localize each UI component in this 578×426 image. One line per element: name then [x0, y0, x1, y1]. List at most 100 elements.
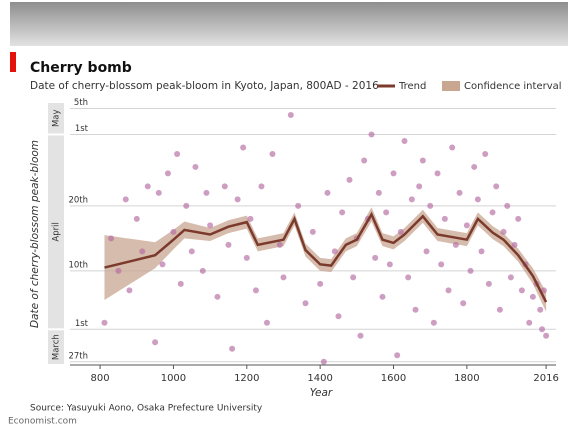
- point: [229, 345, 236, 352]
- point: [295, 202, 302, 209]
- point: [430, 319, 437, 326]
- point: [225, 241, 232, 248]
- point: [192, 163, 199, 170]
- point: [526, 319, 533, 326]
- point: [463, 222, 470, 229]
- legend-label: Trend: [398, 81, 426, 92]
- y-tick-label: 27th: [68, 351, 88, 361]
- point: [423, 248, 430, 255]
- point: [372, 254, 379, 261]
- point: [263, 319, 270, 326]
- point: [504, 202, 511, 209]
- point: [155, 189, 162, 196]
- point: [383, 209, 390, 216]
- point: [339, 209, 346, 216]
- month-label: April: [52, 222, 62, 241]
- point: [445, 287, 452, 294]
- point: [214, 293, 221, 300]
- point: [419, 157, 426, 164]
- point: [346, 176, 353, 183]
- point: [126, 287, 133, 294]
- point: [269, 150, 276, 157]
- point: [379, 293, 386, 300]
- point: [416, 183, 423, 190]
- point: [408, 196, 415, 203]
- y-tick-label: 20th: [68, 195, 88, 205]
- point: [280, 274, 287, 281]
- chart-title: Cherry bomb: [30, 60, 132, 76]
- x-tick-label: 1400: [307, 373, 332, 384]
- point: [101, 319, 108, 326]
- y-tick-label: 1st: [75, 319, 89, 329]
- month-band: [48, 330, 64, 364]
- point: [434, 170, 441, 177]
- point: [183, 202, 190, 209]
- point: [243, 254, 250, 261]
- point: [361, 157, 368, 164]
- point: [471, 163, 478, 170]
- x-tick-label: 1000: [161, 373, 186, 384]
- y-axis-label: Date of cherry-blossom peak-bloom: [29, 140, 41, 328]
- x-tick-label: 1800: [454, 373, 479, 384]
- point: [460, 300, 467, 307]
- point: [320, 358, 327, 365]
- point: [203, 189, 210, 196]
- point: [331, 248, 338, 255]
- point: [357, 332, 364, 339]
- credit: Economist.com: [8, 417, 77, 426]
- legend-label: Confidence interval: [464, 81, 562, 92]
- point: [485, 280, 492, 287]
- month-label: May: [52, 109, 62, 127]
- point: [540, 287, 547, 294]
- point: [115, 267, 122, 274]
- point: [174, 150, 181, 157]
- point: [247, 215, 254, 222]
- y-tick-label: 10th: [68, 260, 88, 270]
- point: [438, 261, 445, 268]
- point: [397, 228, 404, 235]
- point: [529, 293, 536, 300]
- point: [139, 248, 146, 255]
- point: [221, 183, 228, 190]
- point: [207, 222, 214, 229]
- red-tab: [10, 52, 16, 72]
- point: [144, 183, 151, 190]
- point: [317, 280, 324, 287]
- point: [240, 144, 247, 151]
- confidence-band: [104, 207, 547, 312]
- x-tick-label: 1600: [381, 373, 406, 384]
- chart-subtitle: Date of cherry-blossom peak-bloom in Kyo…: [30, 80, 379, 92]
- point: [324, 189, 331, 196]
- month-label: March: [52, 334, 62, 360]
- point: [234, 196, 241, 203]
- point: [405, 274, 412, 281]
- point: [170, 228, 177, 235]
- point: [507, 274, 514, 281]
- point: [401, 137, 408, 144]
- point: [375, 189, 382, 196]
- month-band: [48, 135, 64, 329]
- point: [177, 280, 184, 287]
- point: [164, 170, 171, 177]
- x-tick-label: 1200: [234, 373, 259, 384]
- header-band: [10, 2, 568, 46]
- point: [258, 183, 265, 190]
- point: [287, 111, 294, 118]
- point: [152, 339, 159, 346]
- point: [511, 241, 518, 248]
- point: [537, 306, 544, 313]
- x-tick-label: 2016: [533, 373, 558, 384]
- point: [539, 326, 546, 333]
- point: [390, 170, 397, 177]
- point: [108, 235, 115, 242]
- point: [302, 300, 309, 307]
- point: [122, 196, 129, 203]
- point: [543, 332, 550, 339]
- point: [159, 261, 166, 268]
- x-tick-label: 800: [91, 373, 110, 384]
- point: [412, 306, 419, 313]
- trend-line: [104, 211, 548, 303]
- point: [188, 248, 195, 255]
- point: [456, 189, 463, 196]
- point: [515, 215, 522, 222]
